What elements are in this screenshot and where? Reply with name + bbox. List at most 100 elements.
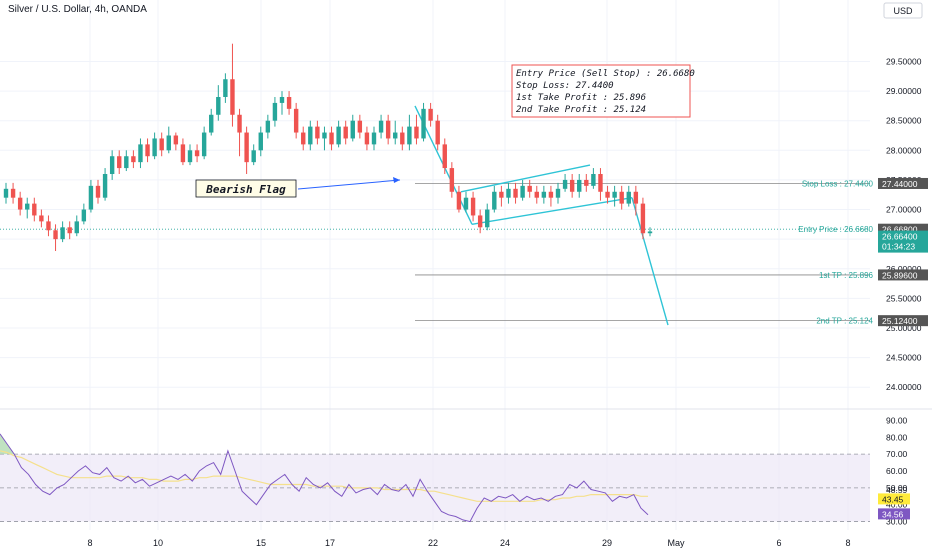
candle-body <box>201 132 207 157</box>
time-tick-label: 22 <box>428 538 438 548</box>
level-label: 1st TP : 25.896 <box>819 271 874 280</box>
rsi-line <box>0 433 649 523</box>
candle-body <box>456 191 462 210</box>
bearish-flag-callout: Bearish Flag <box>195 177 401 198</box>
price-tick-label: 25.00000 <box>886 323 922 333</box>
candle-body <box>265 120 271 133</box>
rsi-tick-label: 60.00 <box>886 466 908 476</box>
candle-body <box>173 135 179 145</box>
candle-body <box>555 188 561 198</box>
time-tick-label: 29 <box>602 538 612 548</box>
candle-body <box>46 221 51 231</box>
candle-body <box>577 179 582 192</box>
candle-body <box>244 132 249 163</box>
level-price-tag: 25.89600 <box>882 270 918 280</box>
candle-body <box>102 174 108 198</box>
candle-body <box>513 188 518 198</box>
level-price-tag: 27.44000 <box>882 179 918 189</box>
candle-body <box>407 126 412 145</box>
candle-body <box>109 156 115 174</box>
level-label: Entry Price : 26.6680 <box>798 225 873 234</box>
candle-body <box>117 156 122 169</box>
rsi-extra-tick: 48.59 <box>886 485 908 495</box>
rsi-ma-tag-bg <box>878 493 910 505</box>
price-tick-label: 28.50000 <box>886 116 922 126</box>
candle-body <box>194 150 200 157</box>
level-price-tag-bg <box>878 315 928 327</box>
rsi-value-tag: 34.56 <box>882 509 904 519</box>
candle-body <box>350 120 355 139</box>
rsi-ma-tag: 43.45 <box>882 494 904 504</box>
time-tick-label: 6 <box>776 538 781 548</box>
time-axis[interactable]: 8 10 15 17 22 24 29 May 6 8 <box>87 538 850 548</box>
rsi-panel-background <box>0 453 870 522</box>
candle-body <box>477 215 483 228</box>
candle-body <box>421 108 426 139</box>
trade-levels: Stop Loss : 27.4400 Entry Price : 26.6680… <box>0 179 874 326</box>
candle-body <box>485 209 490 228</box>
flag-line <box>460 164 591 193</box>
price-tick-label: 24.00000 <box>886 382 922 392</box>
candle-body <box>32 203 37 216</box>
time-tick-label: 8 <box>87 538 92 548</box>
candle-body <box>301 132 306 145</box>
candle-body <box>647 231 653 234</box>
candle-body <box>88 185 94 210</box>
level-price-tag-bg <box>878 223 928 235</box>
candle-body <box>364 132 370 145</box>
candle-body <box>145 144 150 157</box>
candle-body <box>60 227 65 240</box>
time-tick-label: 15 <box>256 538 266 548</box>
candle-body <box>67 227 72 234</box>
candle-body <box>393 132 398 139</box>
countdown-timer: 01:34:23 <box>882 242 915 252</box>
candle-body <box>39 215 44 222</box>
currency-button[interactable]: USD <box>883 2 923 19</box>
flag-line <box>631 197 669 326</box>
info-entry: Entry Price (Sell Stop) : 26.6680 <box>516 69 695 79</box>
candle-body <box>10 188 16 198</box>
rsi-tick-label: 90.00 <box>886 415 908 425</box>
current-price-tag-bg <box>878 230 928 253</box>
level-price-tag: 25.12400 <box>882 316 918 326</box>
rsi-tick-label: 30.00 <box>886 517 908 527</box>
candle-body <box>470 197 476 216</box>
rsi-tick-label: 40.00 <box>886 500 908 510</box>
candle-body <box>251 150 256 163</box>
rsi-series <box>0 433 649 523</box>
symbol-title: Silver / U.S. Dollar, 4h, OANDA <box>8 4 147 15</box>
rsi-tick-label: 80.00 <box>886 432 908 442</box>
candle-body <box>584 179 589 186</box>
candle-body <box>492 191 497 210</box>
price-tick-label: 28.00000 <box>886 145 922 155</box>
candle-body <box>414 126 419 139</box>
level-price-tag-bg <box>878 177 928 189</box>
candle-body <box>506 188 511 198</box>
price-tick-label: 26.00000 <box>886 264 922 274</box>
price-tick-label: 27.00000 <box>886 205 922 215</box>
candle-body <box>534 191 539 198</box>
candle-body <box>548 191 554 198</box>
currency-label: USD <box>893 6 913 16</box>
candle-body <box>258 132 263 151</box>
candle-body <box>449 168 455 192</box>
candle-body <box>187 150 193 163</box>
rsi-tick-label: 50.00 <box>886 483 908 493</box>
price-axis[interactable]: 29.5000029.0000028.5000028.0000027.50000… <box>878 56 928 527</box>
candle-body <box>131 156 136 163</box>
candle-body <box>166 135 171 151</box>
candle-body <box>286 97 292 109</box>
candle-body <box>442 144 447 169</box>
time-tick-label: 10 <box>153 538 163 548</box>
callout-arrow-line <box>297 179 401 190</box>
candle-body <box>3 188 9 198</box>
candle-body <box>53 230 58 240</box>
info-tp2: 2nd Take Profit : 25.124 <box>516 105 646 115</box>
rsi-value-tag-bg <box>878 508 910 520</box>
price-tick-label: 29.00000 <box>886 86 922 96</box>
candle-body <box>385 120 391 139</box>
info-stop: Stop Loss: 27.4400 <box>516 81 614 91</box>
price-tick-label: 25.50000 <box>886 293 922 303</box>
